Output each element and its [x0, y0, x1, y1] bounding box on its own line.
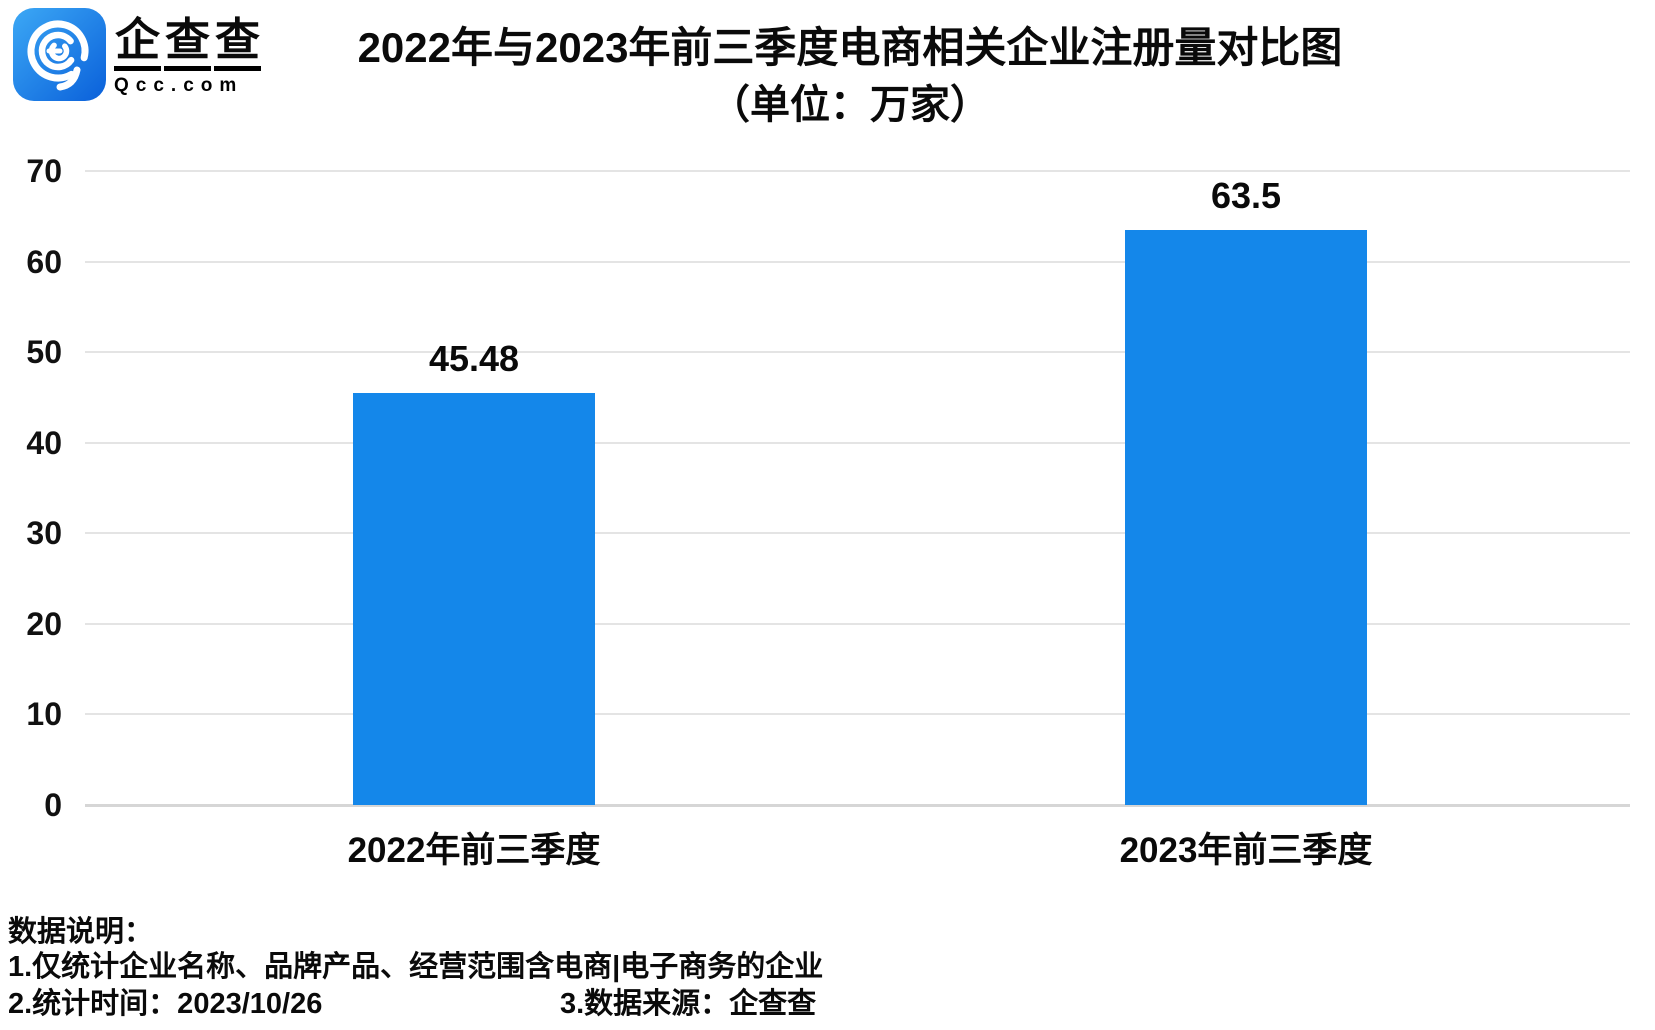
bar-value-2022: 45.48	[428, 338, 520, 380]
chart-title-block: 2022年与2023年前三季度电商相关企业注册量对比图 （单位：万家）	[0, 22, 1655, 129]
data-notes-heading: 数据说明：	[8, 916, 154, 948]
data-note-source: 3.数据来源：企查查	[560, 988, 817, 1020]
y-tick-label: 70	[26, 153, 62, 189]
y-tick-label: 40	[26, 424, 62, 461]
bar-2022	[353, 393, 595, 805]
gridline	[85, 351, 1630, 354]
y-tick-label: 10	[26, 696, 62, 733]
data-note-scope: 1.仅统计企业名称、品牌产品、经营范围含电商|电子商务的企业	[8, 951, 824, 983]
data-note-stat-date: 2.统计时间：2023/10/26	[8, 988, 323, 1020]
qcc-logo: 企 查 查 Qcc.com	[13, 8, 264, 101]
y-tick-label: 60	[26, 243, 62, 280]
y-tick-label: 30	[26, 515, 62, 552]
gridline	[85, 713, 1630, 716]
y-tick-label: 20	[26, 605, 62, 642]
x-axis-label-2022: 2022年前三季度	[347, 831, 601, 870]
y-tick-label: 50	[26, 334, 62, 371]
qcc-logo-text: 企 查 查 Qcc.com	[114, 8, 264, 97]
gridline	[85, 170, 1630, 172]
chart-title: 2022年与2023年前三季度电商相关企业注册量对比图	[357, 24, 1343, 71]
gridline	[85, 441, 1630, 444]
logo-char: 查	[214, 17, 262, 71]
qcc-logo-name: 企 查 查	[114, 17, 264, 71]
gridline	[85, 260, 1630, 263]
gridline	[85, 532, 1630, 535]
y-tick-label: 0	[44, 787, 62, 823]
bar-value-2023: 63.5	[1210, 174, 1282, 216]
qcc-logo-icon	[13, 8, 106, 101]
chart-unit-subtitle: （单位：万家）	[710, 82, 990, 127]
x-axis-line	[85, 804, 1630, 807]
logo-char: 查	[164, 17, 212, 71]
x-axis-label-2023: 2023年前三季度	[1119, 831, 1373, 870]
qcc-logo-domain: Qcc.com	[114, 75, 244, 96]
gridline	[85, 622, 1630, 625]
bar-2023	[1125, 229, 1367, 805]
logo-char: 企	[114, 17, 162, 71]
